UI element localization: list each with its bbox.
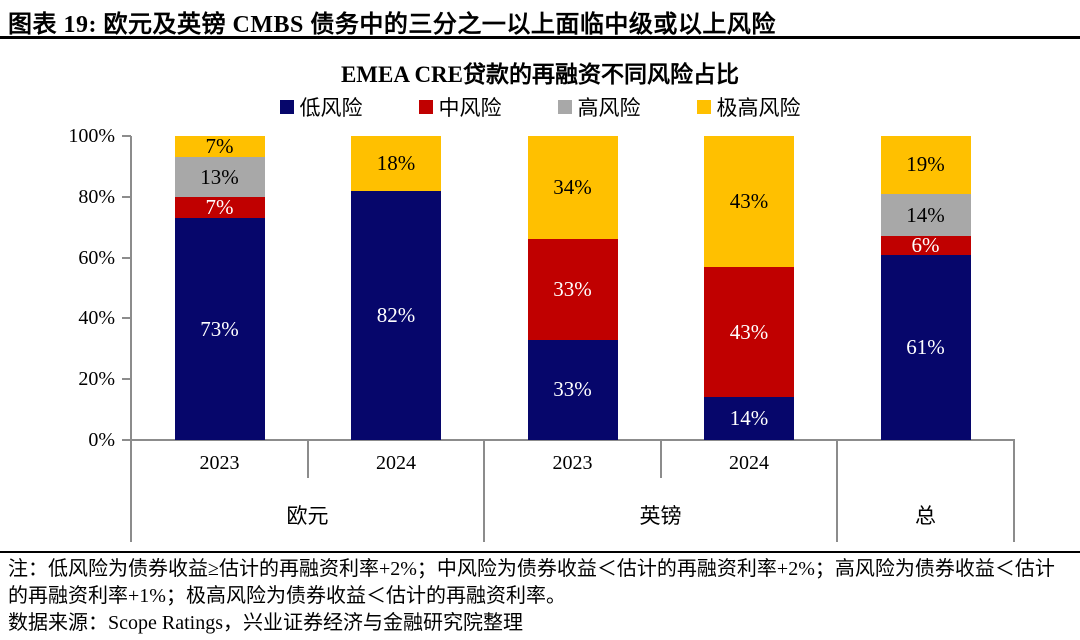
figure-title: 图表 19: 欧元及英镑 CMBS 债务中的三分之一以上面临中级或以上风险 bbox=[8, 12, 776, 38]
group-separator bbox=[1013, 440, 1015, 542]
legend-label: 高风险 bbox=[577, 96, 641, 120]
bar-segment: 14% bbox=[880, 193, 971, 237]
year-separator bbox=[660, 440, 662, 478]
y-axis-line bbox=[130, 136, 132, 542]
y-tick bbox=[122, 378, 131, 381]
x-year-label: 2023 bbox=[199, 452, 240, 474]
bar-segment-label: 18% bbox=[376, 150, 416, 175]
bar-segment: 14% bbox=[704, 397, 794, 440]
x-year-label: 2023 bbox=[552, 452, 593, 474]
x-group-label: 英镑 bbox=[639, 504, 682, 528]
bar-segment-label: 14% bbox=[729, 406, 769, 431]
y-tick bbox=[122, 195, 131, 198]
bar-segment: 33% bbox=[527, 339, 618, 440]
bar-segment: 7% bbox=[174, 134, 265, 159]
x-year-label: 2024 bbox=[376, 452, 416, 474]
bar-segment-label: 14% bbox=[906, 202, 945, 227]
group-separator bbox=[836, 440, 838, 542]
group-separator bbox=[483, 440, 485, 542]
y-tick-label: 100% bbox=[68, 125, 115, 147]
bar-segment: 13% bbox=[174, 157, 265, 197]
footer-rule bbox=[0, 551, 1080, 553]
bar-segment: 33% bbox=[527, 239, 618, 340]
y-tick bbox=[122, 317, 131, 320]
legend-label: 低风险 bbox=[299, 96, 363, 120]
legend-swatch-icon bbox=[696, 100, 711, 114]
legend-item: 低风险 bbox=[279, 92, 363, 122]
legend-swatch-icon bbox=[418, 100, 433, 114]
bar-segment-label: 6% bbox=[911, 232, 940, 257]
bar-segment: 19% bbox=[880, 136, 971, 194]
legend: 低风险 中风险 高风险 极高风险 bbox=[0, 92, 1080, 122]
y-tick bbox=[122, 135, 131, 137]
bar-segment-label: 7% bbox=[205, 194, 234, 219]
legend-item: 中风险 bbox=[418, 92, 502, 122]
year-separator bbox=[307, 440, 309, 478]
bar-segment-label: 33% bbox=[553, 377, 592, 402]
y-tick-label: 40% bbox=[78, 307, 115, 330]
bar-segment-label: 43% bbox=[729, 319, 769, 344]
bar-segment-label: 13% bbox=[200, 164, 239, 189]
legend-item: 极高风险 bbox=[696, 92, 801, 122]
bar-segment-label: 61% bbox=[906, 334, 945, 359]
bar-segment-label: 19% bbox=[906, 152, 945, 177]
y-tick-label: 0% bbox=[88, 429, 115, 451]
bar-segment: 6% bbox=[880, 232, 971, 257]
legend-swatch-icon bbox=[557, 100, 572, 114]
footer: 注：低风险为债券收益≥估计的再融资利率+2%；中风险为债券收益＜估计的再融资利率… bbox=[8, 556, 1072, 637]
y-tick bbox=[122, 256, 131, 259]
legend-label: 中风险 bbox=[438, 96, 502, 120]
header-rule bbox=[0, 36, 1080, 39]
source-text: 数据来源：Scope Ratings，兴业证券经济与金融研究院整理 bbox=[8, 612, 523, 634]
bar-segment-label: 7% bbox=[205, 134, 234, 159]
y-tick-label: 60% bbox=[78, 246, 115, 269]
bar-segment: 18% bbox=[351, 136, 441, 191]
bar-segment-label: 73% bbox=[200, 316, 239, 341]
bar-segment: 34% bbox=[527, 136, 618, 240]
note-text: 注：低风险为债券收益≥估计的再融资利率+2%；中风险为债券收益＜估计的再融资利率… bbox=[8, 558, 1055, 607]
y-tick bbox=[122, 439, 131, 441]
x-group-label: 欧元 bbox=[286, 504, 329, 528]
bar-segment: 61% bbox=[880, 254, 971, 440]
bar-segment: 73% bbox=[174, 218, 265, 440]
legend-swatch-icon bbox=[279, 100, 294, 114]
legend-label: 极高风险 bbox=[716, 96, 801, 120]
bar-segment: 82% bbox=[351, 190, 441, 440]
bar-segment: 43% bbox=[704, 136, 794, 267]
bar-segment: 7% bbox=[174, 194, 265, 219]
x-baseline bbox=[131, 439, 1015, 441]
y-tick-label: 20% bbox=[78, 368, 115, 391]
bar-segment-label: 33% bbox=[553, 277, 592, 302]
legend-item: 高风险 bbox=[557, 92, 641, 122]
x-group-label: 总 bbox=[915, 504, 936, 528]
bar-segment-label: 43% bbox=[729, 188, 769, 213]
bar-segment-label: 82% bbox=[376, 302, 416, 327]
bar-segment: 43% bbox=[704, 266, 794, 398]
chart-title: EMEA CRE贷款的再融资不同风险占比 bbox=[340, 62, 740, 87]
y-tick-label: 80% bbox=[78, 185, 115, 208]
bar-segment-label: 34% bbox=[553, 175, 592, 200]
x-year-label: 2024 bbox=[729, 452, 769, 474]
